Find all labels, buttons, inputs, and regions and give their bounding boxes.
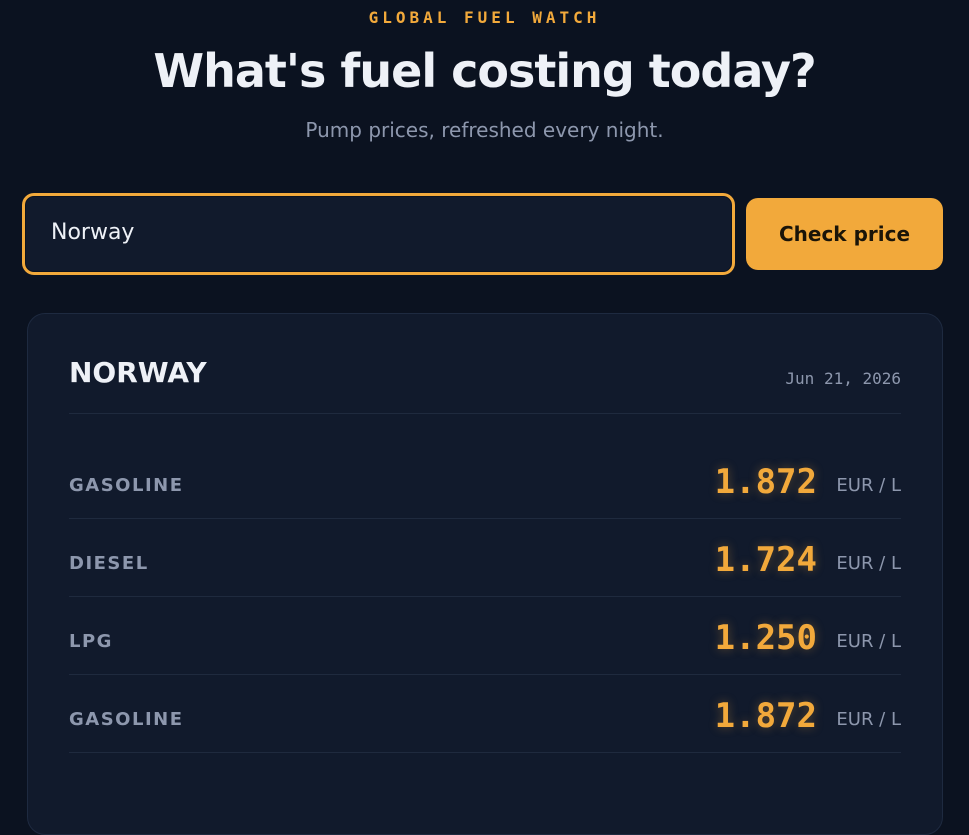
price-unit: EUR / L <box>836 475 901 496</box>
page: GLOBAL FUEL WATCH What's fuel costing to… <box>22 8 943 835</box>
eyebrow: GLOBAL FUEL WATCH <box>368 8 601 27</box>
fuel-price: 1.250 <box>714 618 817 658</box>
fuel-price: 1.724 <box>714 540 817 580</box>
country-input[interactable]: Norway <box>22 193 735 275</box>
divider <box>69 413 901 414</box>
divider <box>69 518 901 519</box>
country-name: NORWAY <box>69 356 207 389</box>
fuel-type: LPG <box>69 631 113 652</box>
page-title: What's fuel costing today? <box>153 44 816 98</box>
price-unit: EUR / L <box>836 709 901 730</box>
fuel-type: GASOLINE <box>69 709 184 730</box>
fuel-price: 1.872 <box>714 462 817 502</box>
divider <box>69 674 901 675</box>
fuel-price: 1.872 <box>714 696 817 736</box>
price-date: Jun 21, 2026 <box>785 369 901 388</box>
check-price-button[interactable]: Check price <box>746 198 943 270</box>
subtitle: Pump prices, refreshed every night. <box>305 118 664 142</box>
input-value: Norway <box>51 220 135 245</box>
fuel-type: DIESEL <box>69 553 149 574</box>
result-card <box>27 313 943 835</box>
divider <box>69 596 901 597</box>
fuel-type: GASOLINE <box>69 475 184 496</box>
price-unit: EUR / L <box>836 631 901 652</box>
divider <box>69 752 901 753</box>
price-unit: EUR / L <box>836 553 901 574</box>
